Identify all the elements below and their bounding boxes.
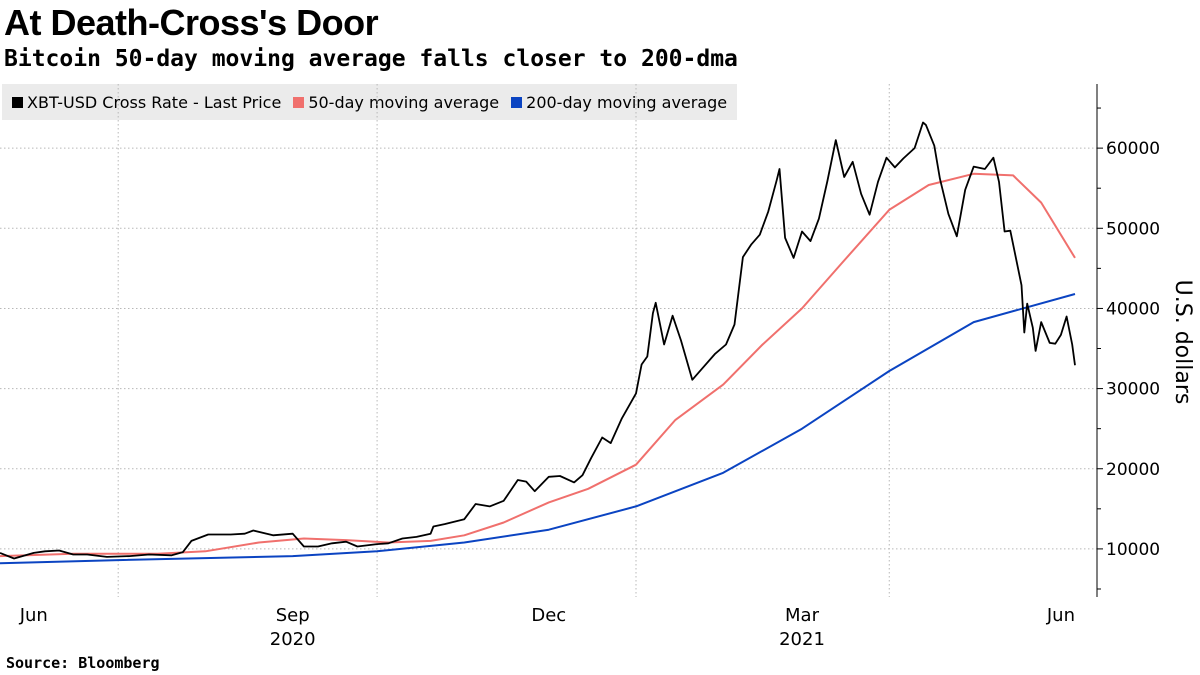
legend-label-ma50: 50-day moving average <box>308 92 500 112</box>
x-tick-label: Jun <box>1046 605 1075 626</box>
legend-label-ma200: 200-day moving average <box>526 92 728 112</box>
series-line-ma200 <box>0 293 1076 565</box>
legend-swatch-price <box>12 96 23 108</box>
y-tick-label: 50000 <box>1106 219 1160 239</box>
x-tick-label: Sep <box>276 605 310 626</box>
grid-lines <box>0 84 1097 597</box>
chart-subtitle: Bitcoin 50-day moving average falls clos… <box>4 46 738 72</box>
y-tick-label: 10000 <box>1106 540 1160 560</box>
legend-swatch-ma50 <box>293 96 305 108</box>
x-tick-label: Jun <box>19 605 48 626</box>
chart-legend: XBT-USD Cross Rate - Last Price 50-day m… <box>2 84 738 120</box>
chart-title: At Death-Cross's Door <box>4 2 379 43</box>
x-tick-label: Mar <box>785 605 820 626</box>
x-year-label: 2021 <box>779 629 825 650</box>
y-tick-label: 20000 <box>1106 460 1160 480</box>
series-line-ma50 <box>0 172 1076 558</box>
x-tick-label: Dec <box>531 605 566 626</box>
legend-item-ma200: 200-day moving average <box>511 93 727 112</box>
axes: 10000 20000 30000 40000 50000 60000 Jun Sep 2020… <box>19 84 1160 650</box>
legend-item-price: XBT-USD Cross Rate - Last Price <box>12 93 281 112</box>
legend-item-ma50: 50-day moving average <box>293 93 499 112</box>
series-line-price <box>0 121 1076 560</box>
source-note: Source: Bloomberg <box>6 654 160 672</box>
y-tick-label: 30000 <box>1106 380 1160 400</box>
y-axis-label: U.S. dollars <box>1170 280 1195 405</box>
legend-label-price: XBT-USD Cross Rate - Last Price <box>27 92 282 112</box>
series-lines <box>0 121 1076 565</box>
y-tick-label: 60000 <box>1106 139 1160 159</box>
legend-swatch-ma200 <box>511 96 523 108</box>
y-tick-label: 40000 <box>1106 299 1160 319</box>
x-year-label: 2020 <box>270 629 316 650</box>
